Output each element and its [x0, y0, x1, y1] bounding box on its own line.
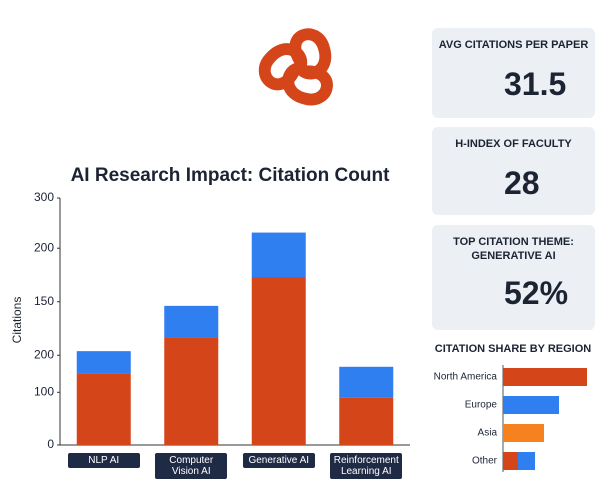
y-tick-label: 200 — [34, 240, 54, 254]
kpi-card: H-INDEX OF FACULTY 28 — [432, 127, 595, 215]
y-tick-label: 300 — [34, 190, 54, 204]
bar-segment — [339, 366, 394, 398]
kpi-title: AVG CITATIONS PER PAPER — [438, 39, 589, 51]
y-axis-label: Citations — [10, 297, 24, 344]
bar-segment — [251, 277, 306, 445]
region-label: Europe — [465, 400, 498, 411]
region-bar — [503, 368, 587, 386]
x-tick-label: Reinforcement Learning AI — [330, 453, 403, 479]
kpi-title: H-INDEX OF FACULTY — [455, 138, 572, 150]
region-bar — [518, 452, 535, 470]
y-tick-label: 0 — [47, 437, 54, 451]
bar-segment — [76, 351, 131, 374]
x-tick-label: Computer Vision AI — [155, 453, 228, 479]
kpi-card: AVG CITATIONS PER PAPER 31.5 — [432, 28, 595, 118]
x-tick-label: Generative AI — [242, 453, 315, 468]
region-bar — [503, 396, 559, 414]
kpi-value: 31.5 — [504, 66, 567, 102]
region-label: Other — [472, 456, 498, 467]
y-tick-label: 100 — [34, 384, 54, 398]
bar-segment — [76, 373, 131, 445]
kpi-card: TOP CITATION THEME: GENERATIVE AI 52% — [432, 225, 595, 330]
bar-segment — [164, 305, 219, 338]
kpi-value: 28 — [504, 165, 540, 201]
bar-segment — [251, 232, 306, 278]
logo — [258, 34, 331, 107]
chart-title: AI Research Impact: Citation Count — [71, 165, 390, 186]
x-tick-label: NLP AI — [67, 453, 140, 468]
y-tick-label: 200 — [34, 347, 54, 361]
kpi-title: TOP CITATION THEME: GENERATIVE AI — [453, 236, 574, 262]
region-label: Asia — [478, 428, 498, 439]
bar-segment — [339, 397, 394, 445]
bar-segment — [164, 337, 219, 445]
kpi-value: 52% — [504, 275, 569, 311]
region-label: North America — [434, 372, 498, 383]
region-bar — [503, 452, 518, 470]
region-bar — [503, 424, 544, 442]
region-title: CITATION SHARE BY REGION — [435, 343, 592, 355]
y-tick-label: 150 — [34, 294, 54, 308]
